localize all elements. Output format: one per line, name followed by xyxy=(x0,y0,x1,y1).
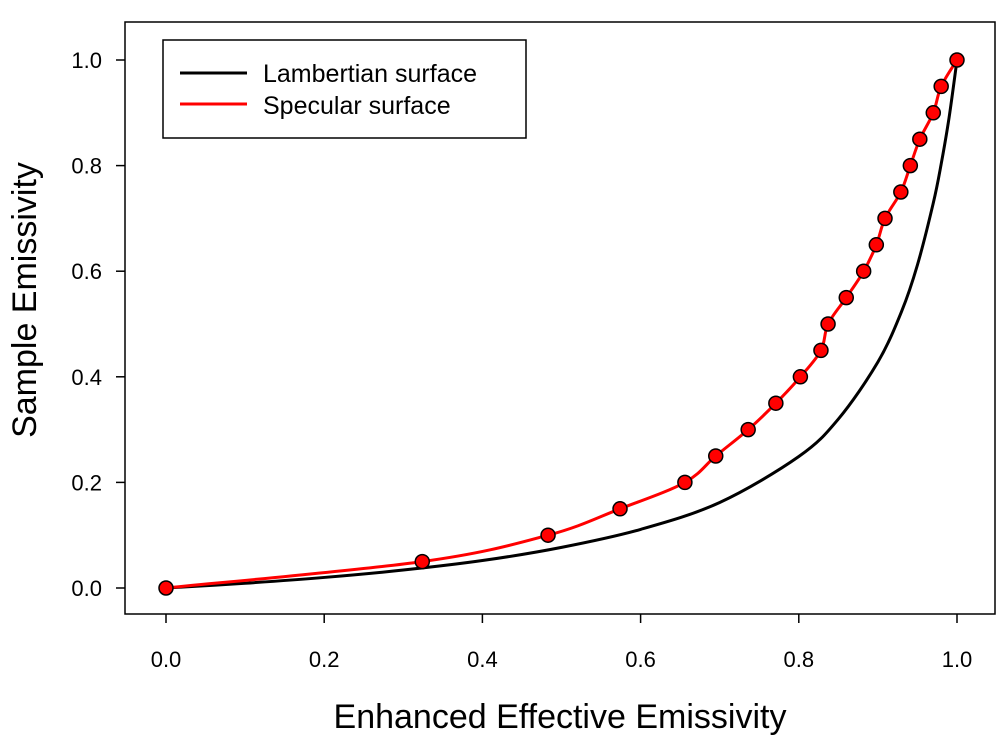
legend-label-lambertian: Lambertian surface xyxy=(263,60,477,88)
x-tick-label: 0.0 xyxy=(151,647,182,672)
x-tick-label: 0.2 xyxy=(309,647,340,672)
data-point xyxy=(925,105,942,121)
data-point xyxy=(813,342,829,359)
data-point xyxy=(612,501,628,517)
data-point xyxy=(820,316,836,332)
data-point xyxy=(740,421,756,438)
y-tick-label: 0.4 xyxy=(71,365,102,390)
curves xyxy=(165,59,959,590)
data-point xyxy=(855,263,872,279)
data-point xyxy=(893,184,909,200)
data-point xyxy=(792,369,809,385)
legend-box xyxy=(162,39,527,139)
data-point xyxy=(877,210,893,227)
data-point xyxy=(949,52,965,68)
y-tick-label: 1.0 xyxy=(71,48,102,73)
x-tick-label: 0.6 xyxy=(625,647,656,672)
data-point xyxy=(902,157,919,174)
data-point xyxy=(414,553,431,570)
y-axis-label: Sample Emissivity xyxy=(6,162,44,438)
y-tick-label: 0.2 xyxy=(71,470,102,495)
data-point xyxy=(868,237,885,253)
ticks: 0.0 0.2 0.4 0.6 0.8 1.0 0.0 0.2 0.4 0.6 0.8 1.0 xyxy=(71,48,972,672)
y-tick-label: 0.6 xyxy=(71,259,102,284)
data-point xyxy=(677,474,693,491)
legend-label-specular: Specular surface xyxy=(263,92,451,120)
data-point xyxy=(768,395,784,411)
y-tick-label: 0.0 xyxy=(71,576,102,601)
x-tick-label: 0.4 xyxy=(467,647,498,672)
data-point xyxy=(838,289,855,306)
data-point xyxy=(540,527,556,543)
data-point xyxy=(912,131,928,147)
markers xyxy=(158,52,965,596)
y-tick-label: 0.8 xyxy=(71,154,102,179)
data-point xyxy=(707,448,724,464)
x-tick-label: 0.8 xyxy=(784,647,815,672)
data-point xyxy=(158,580,174,596)
legend: Lambertian surface Specular surface xyxy=(162,39,527,139)
series-line-specular xyxy=(165,59,959,590)
plot-frame xyxy=(124,21,996,615)
series-line-lambertian xyxy=(165,59,959,590)
data-point xyxy=(933,78,949,95)
x-axis-label: Enhanced Effective Emissivity xyxy=(334,698,787,736)
x-tick-label: 1.0 xyxy=(942,647,973,672)
